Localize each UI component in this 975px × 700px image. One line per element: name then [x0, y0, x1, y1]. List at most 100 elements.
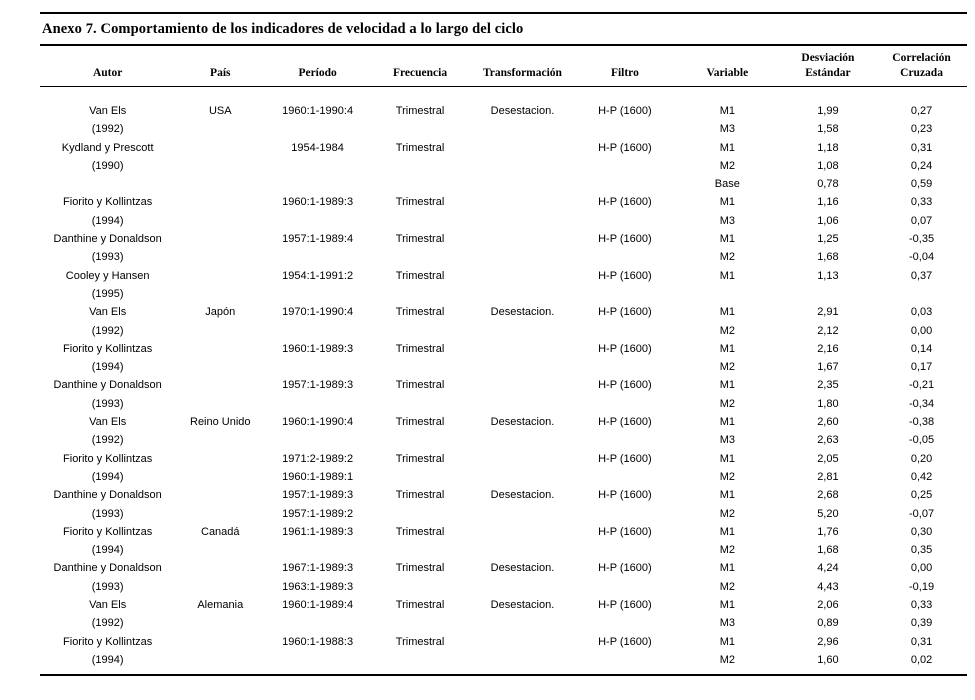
- table-cell: [265, 175, 370, 193]
- table-cell: 1,68: [817, 251, 839, 264]
- table-cell: -0,07: [909, 507, 935, 520]
- table-cell: [575, 175, 675, 193]
- table-cell: -0,19: [909, 580, 935, 593]
- table-cell: 0,78: [817, 178, 839, 191]
- table-cell: [175, 358, 265, 376]
- table-cell: [175, 193, 265, 211]
- table-cell: H-P (1600): [598, 342, 652, 355]
- table-cell: 2,06: [817, 599, 839, 612]
- table-cell: [175, 486, 265, 504]
- table-cell: Trimestral: [395, 379, 445, 392]
- table-cell: 4,43: [817, 580, 839, 593]
- table-cell: [370, 578, 470, 596]
- table-row: Van Els USA 1960:1-1990:4 Trimestral Desesta…: [40, 87, 967, 121]
- table-cell: [175, 175, 265, 193]
- table-cell: 0,37: [910, 269, 933, 282]
- table-cell: M2: [719, 251, 735, 264]
- table-cell: M1: [719, 635, 735, 648]
- table-cell: [370, 248, 470, 266]
- table-cell: M2: [719, 324, 735, 337]
- table-cell: -0,34: [909, 397, 935, 410]
- table-cell: M2: [719, 580, 735, 593]
- table-row: (1994) M2 1,67 0,17: [40, 358, 967, 376]
- table-cell: [575, 212, 675, 230]
- table-cell: Trimestral: [395, 635, 445, 648]
- table-cell: [175, 322, 265, 340]
- table-cell: [175, 139, 265, 157]
- table-region: Anexo 7. Comportamiento de los indicador…: [40, 12, 967, 677]
- table-cell: [265, 322, 370, 340]
- table-cell: M1: [719, 525, 735, 538]
- table-cell: Reino Unido: [190, 416, 251, 429]
- table-cell: 1,18: [817, 141, 839, 154]
- table-body: Van Els USA 1960:1-1990:4 Trimestral Desesta…: [40, 87, 967, 676]
- table-cell: [265, 431, 370, 449]
- table-cell: [40, 175, 175, 193]
- table-cell: (1994): [91, 544, 124, 557]
- page-title: Anexo 7. Comportamiento de los indicador…: [40, 14, 967, 46]
- table-cell: 1960:1-1989:1: [282, 470, 354, 483]
- table-cell: [175, 468, 265, 486]
- table-cell: 0,07: [910, 214, 933, 227]
- table-row: Danthine y Donaldson 1957:1-1989:4 Trimest…: [40, 230, 967, 248]
- table-cell: 0,33: [910, 196, 933, 209]
- table-cell: 1957:1-1989:3: [282, 489, 354, 502]
- top-rule: [40, 12, 967, 14]
- table-cell: [780, 285, 876, 303]
- column-header: Frecuencia: [369, 66, 471, 87]
- table-cell: -0,05: [909, 434, 935, 447]
- table-cell: Kydland y Prescott: [61, 141, 154, 154]
- table-cell: -0,04: [909, 251, 935, 264]
- table-cell: 1,25: [817, 233, 839, 246]
- table-cell: 1954:1-1991:2: [282, 269, 354, 282]
- table-row: (1994) M2 1,60 0,02: [40, 651, 967, 675]
- table-cell: [175, 505, 265, 523]
- table-cell: 1,08: [817, 159, 839, 172]
- table-cell: M2: [719, 397, 735, 410]
- table-cell: Danthine y Donaldson: [53, 489, 162, 502]
- table-cell: 0,89: [817, 617, 839, 630]
- table-cell: [575, 468, 675, 486]
- table-cell: Fiorito y Kollintzas: [63, 525, 153, 538]
- table-cell: 0,24: [910, 159, 933, 172]
- table-cell: 1960:1-1990:4: [282, 105, 354, 117]
- table-cell: [470, 212, 575, 230]
- table-cell: [470, 175, 575, 193]
- table-cell: [175, 450, 265, 468]
- table-cell: [175, 230, 265, 248]
- table-row: (1994) M3 1,06 0,07: [40, 212, 967, 230]
- table-cell: [470, 358, 575, 376]
- table-cell: [175, 559, 265, 577]
- table-cell: USA: [208, 105, 232, 117]
- table-cell: [470, 651, 575, 675]
- table-row: (1994) M2 1,68 0,35: [40, 541, 967, 559]
- table-cell: Trimestral: [395, 269, 445, 282]
- table-cell: M3: [719, 434, 735, 447]
- table-cell: 0,00: [910, 562, 933, 575]
- table-cell: Trimestral: [395, 306, 445, 319]
- table-cell: Van Els: [89, 105, 127, 117]
- table-cell: Van Els: [89, 599, 127, 612]
- table-cell: 0,14: [910, 342, 933, 355]
- table-row: Fiorito y Kollintzas Canadá 1961:1-1989:3 T…: [40, 523, 967, 541]
- table-cell: [175, 578, 265, 596]
- table-cell: 1960:1-1988:3: [282, 635, 354, 648]
- table-cell: 4,24: [817, 562, 839, 575]
- table-cell: 0,25: [910, 489, 933, 502]
- table-cell: (1992): [91, 324, 124, 337]
- table-row: Fiorito y Kollintzas 1960:1-1989:3 Trimest…: [40, 193, 967, 211]
- table-cell: [265, 395, 370, 413]
- table-cell: M3: [719, 617, 735, 630]
- table-cell: Trimestral: [395, 342, 445, 355]
- table-cell: 0,03: [910, 306, 933, 319]
- table-cell: 1,68: [817, 544, 839, 557]
- column-header: País: [175, 66, 266, 87]
- table-cell: [575, 505, 675, 523]
- table-cell: [470, 322, 575, 340]
- table-cell: [470, 157, 575, 175]
- table-row: Danthine y Donaldson 1957:1-1989:3 Trimest…: [40, 486, 967, 504]
- table-row: Fiorito y Kollintzas 1960:1-1988:3 Trimest…: [40, 633, 967, 651]
- table-cell: 1,67: [817, 361, 839, 374]
- table-cell: [575, 248, 675, 266]
- table-cell: 1957:1-1989:4: [282, 233, 354, 246]
